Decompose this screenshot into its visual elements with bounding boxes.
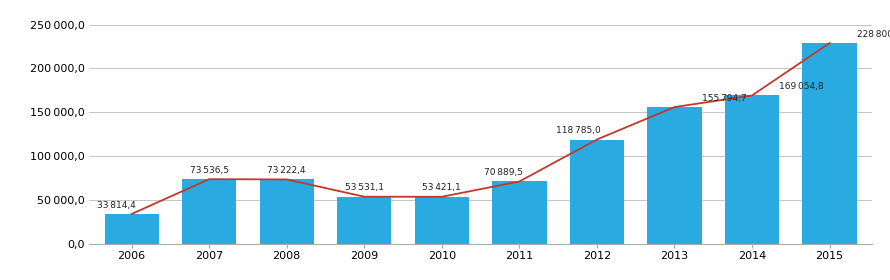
Bar [647,107,701,244]
Bar [415,197,469,244]
Text: 155 794,7: 155 794,7 [701,94,746,103]
Text: 73 222,4: 73 222,4 [268,166,306,175]
Text: 53 531,1: 53 531,1 [344,183,384,192]
Bar [492,181,546,244]
Text: 33 814,4: 33 814,4 [97,200,135,210]
Text: 73 536,5: 73 536,5 [190,166,229,175]
Text: 70 889,5: 70 889,5 [484,168,523,177]
Bar [104,214,158,244]
Text: 169 054,8: 169 054,8 [779,82,824,91]
Text: 53 421,1: 53 421,1 [423,183,461,192]
Text: 228 800,3: 228 800,3 [857,30,890,39]
Bar [260,179,314,244]
Bar [570,139,624,244]
Bar [337,197,392,244]
Bar [724,95,779,244]
Text: 118 785,0: 118 785,0 [556,126,601,135]
Bar [182,179,237,244]
Bar [803,43,857,244]
